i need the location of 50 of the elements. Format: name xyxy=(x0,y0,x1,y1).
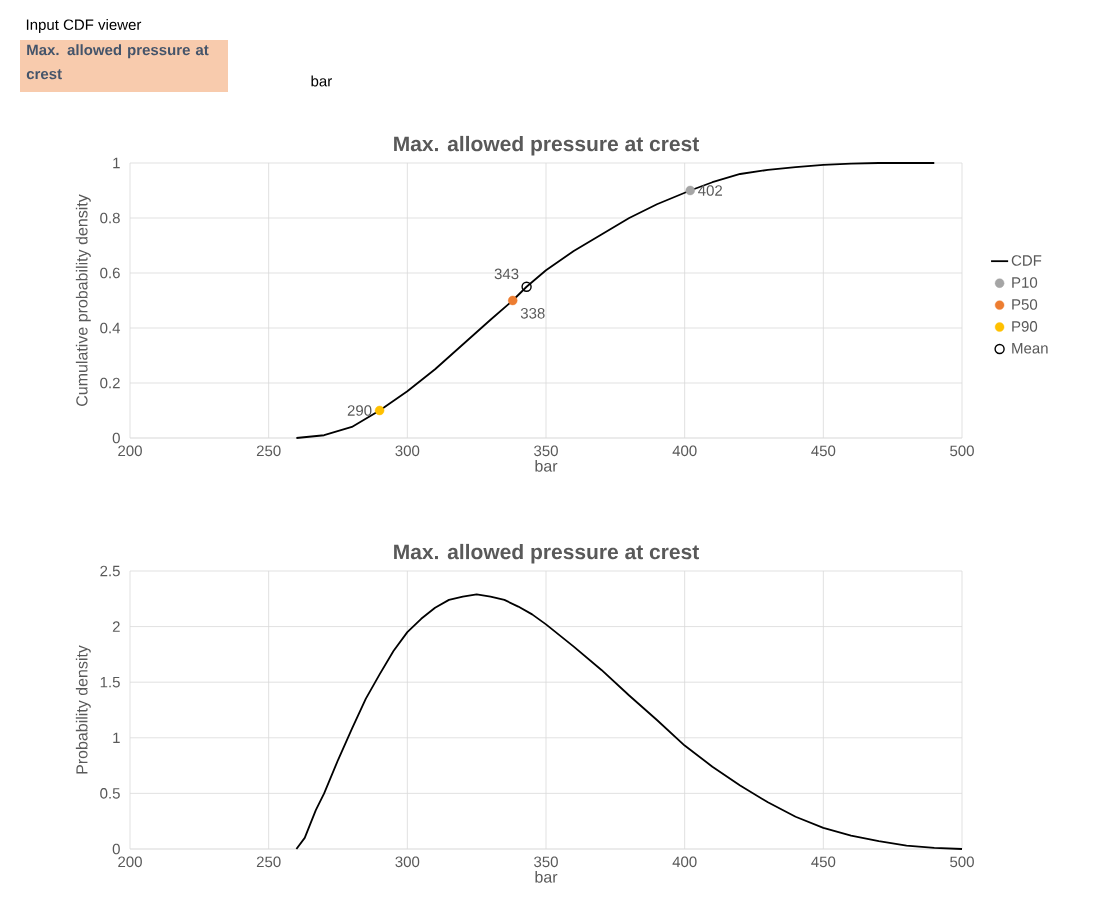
y-tick-label: 0 xyxy=(112,432,120,444)
x-tick-label: 400 xyxy=(672,856,697,868)
y-tick-label: 1.5 xyxy=(100,676,120,688)
legend-label: Mean xyxy=(1012,343,1048,354)
x-tick-label: 200 xyxy=(118,856,142,868)
y-axis-title: Probability density xyxy=(75,645,91,774)
legend-label: P90 xyxy=(1012,321,1038,332)
x-tick-label: 200 xyxy=(118,445,142,457)
x-tick-label: 400 xyxy=(672,445,697,457)
text: bar xyxy=(311,75,332,87)
y-tick-label: 0.8 xyxy=(100,212,120,224)
y-tick-label: 0.6 xyxy=(100,267,120,279)
x-tick-label: 500 xyxy=(950,856,974,868)
x-axis-title: bar xyxy=(535,871,558,883)
legend-label: P50 xyxy=(1012,299,1038,310)
x-tick-label: 300 xyxy=(395,445,420,457)
point xyxy=(685,185,695,196)
chart-title: Max. allowed pressure at crest xyxy=(394,543,699,564)
annotation: 402 xyxy=(698,185,723,196)
y-tick-label: 1 xyxy=(113,157,120,169)
x-tick-label: 250 xyxy=(256,856,281,868)
y-tick-label: 2 xyxy=(112,621,120,632)
text: Max. allowed pressure at crest xyxy=(26,44,209,80)
line-series xyxy=(295,162,936,439)
x-tick-label: 500 xyxy=(950,445,974,457)
x-tick-label: 300 xyxy=(395,856,420,868)
x-tick-label: 350 xyxy=(534,856,558,868)
annotation: 290 xyxy=(347,405,372,416)
legend-label: P10 xyxy=(1012,277,1038,288)
y-tick-label: 0.5 xyxy=(100,788,120,799)
y-axis-title: Cumulative probability density xyxy=(75,194,91,406)
x-axis-title: bar xyxy=(535,460,558,472)
y-tick-label: 1 xyxy=(113,732,120,743)
y-tick-label: 2.5 xyxy=(100,565,120,577)
x-tick-label: 250 xyxy=(256,445,281,457)
line-series xyxy=(295,593,963,850)
x-tick-label: 450 xyxy=(811,445,836,457)
point xyxy=(374,405,385,416)
chart-title: Max. allowed pressure at crest xyxy=(394,135,699,156)
y-tick-label: 0.4 xyxy=(100,322,121,334)
text: Input CDF viewer xyxy=(26,19,142,33)
annotation: 343 xyxy=(494,268,519,280)
point xyxy=(508,295,518,306)
x-tick-label: 450 xyxy=(811,856,836,868)
y-tick-label: 0 xyxy=(112,843,120,855)
y-tick-label: 0.2 xyxy=(100,377,120,389)
legend-label: CDF xyxy=(1011,255,1042,266)
annotation: 338 xyxy=(520,308,545,319)
point xyxy=(521,281,532,292)
x-tick-label: 350 xyxy=(534,445,558,457)
